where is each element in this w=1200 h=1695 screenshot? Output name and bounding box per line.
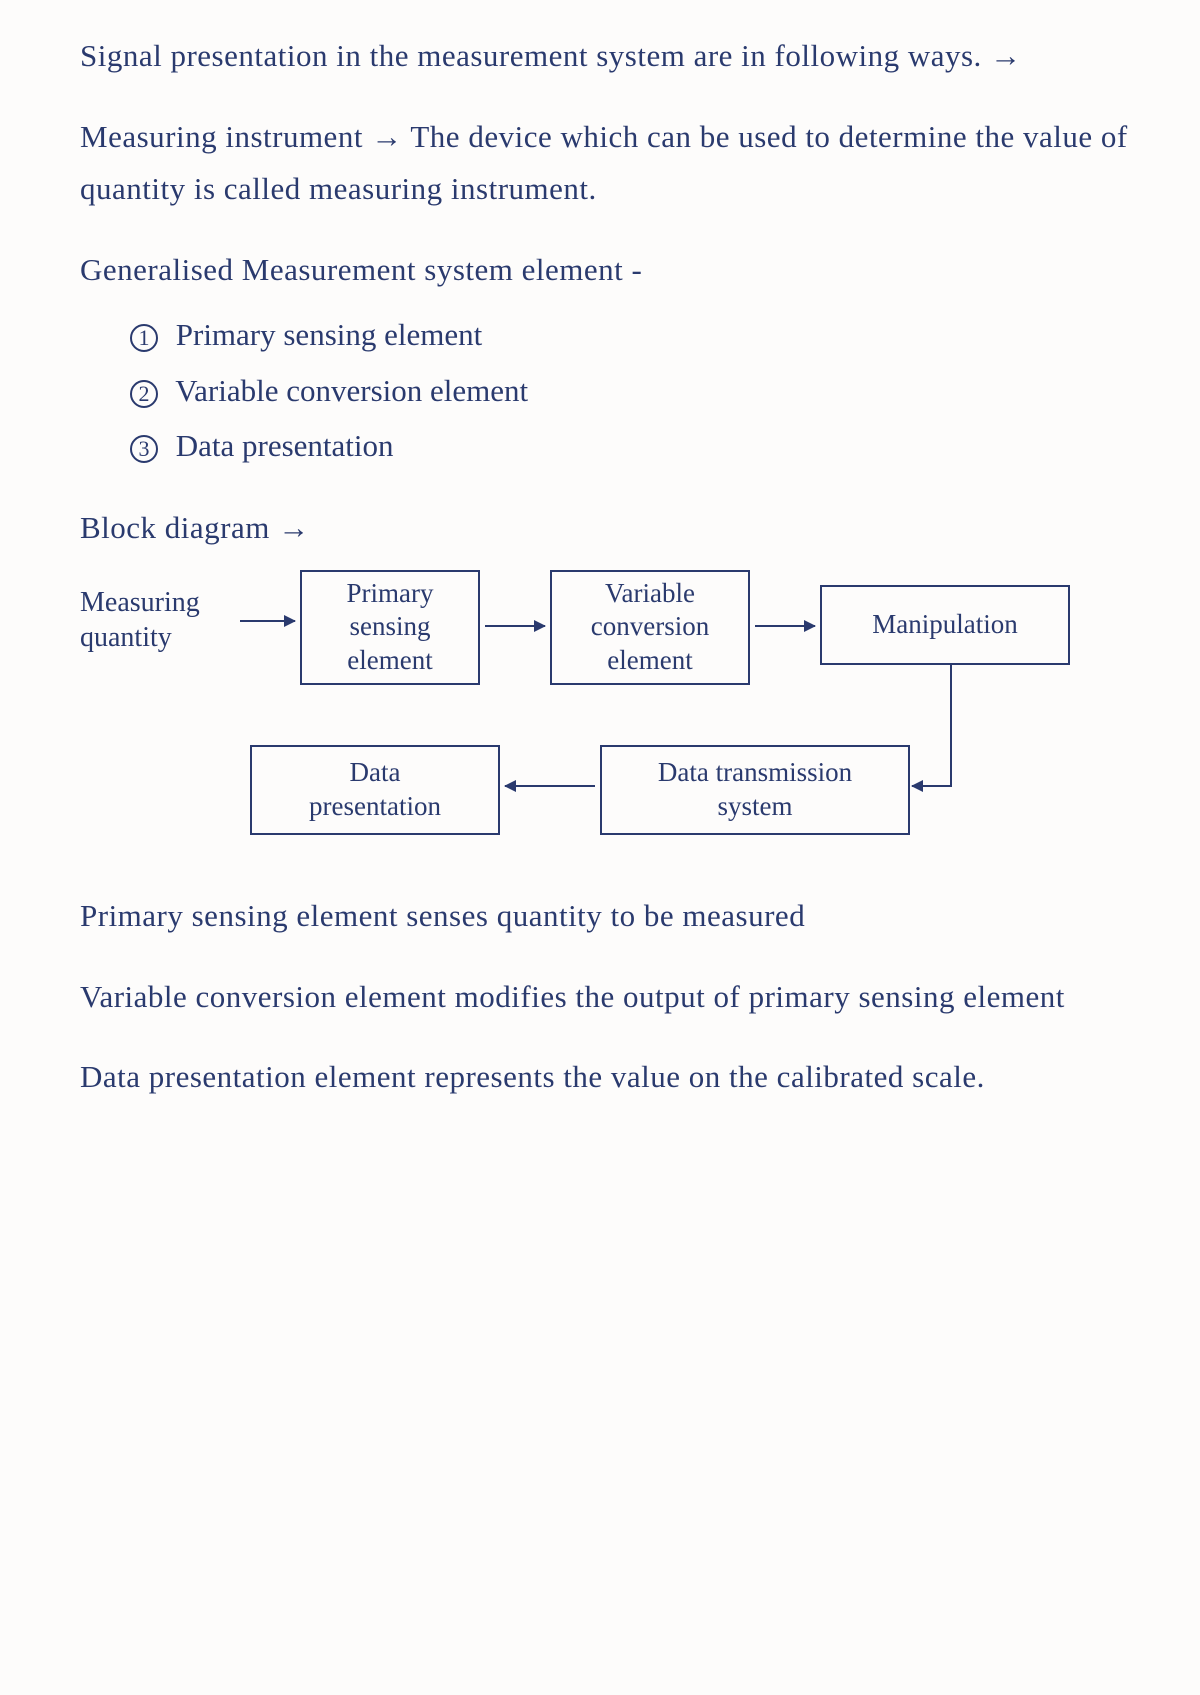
paragraph-signal-presentation: Signal presentation in the measurement s… [80,30,1140,83]
block-diagram: Measuringquantity Primarysensingelement … [80,570,1140,870]
arrow-man-dts-h [912,785,952,787]
list-item-3-label: Data presentation [176,428,394,463]
number-1-icon: 1 [130,324,158,352]
number-2-icon: 2 [130,380,158,408]
arrow-pse-vce [485,625,545,627]
arrow-in-pse [240,620,295,622]
arrow-dts-dp [505,785,595,787]
list-item-3: 3 Data presentation [130,418,1140,474]
paragraph-vce-desc: Variable conversion element modifies the… [80,971,1140,1024]
node-variable-conversion: Variableconversionelement [550,570,750,685]
heading-generalised-system: Generalised Measurement system element - [80,244,1140,297]
paragraph-measuring-instrument-def: Measuring instrument → The device which … [80,111,1140,216]
list-item-1: 1 Primary sensing element [130,307,1140,363]
paragraph-dp-desc: Data presentation element represents the… [80,1051,1140,1104]
node-data-presentation: Datapresentation [250,745,500,835]
heading-block-diagram: Block diagram → [80,502,1140,555]
list-item-2: 2 Variable conversion element [130,363,1140,419]
list-item-2-label: Variable conversion element [175,373,528,408]
paragraph-pse-desc: Primary sensing element senses quantity … [80,890,1140,943]
list-item-1-label: Primary sensing element [176,317,483,352]
node-input-label: Measuringquantity [80,585,260,655]
node-primary-sensing: Primarysensingelement [300,570,480,685]
arrow-man-dts-v [950,665,952,785]
number-3-icon: 3 [130,435,158,463]
node-manipulation: Manipulation [820,585,1070,665]
arrow-vce-man [755,625,815,627]
node-data-transmission: Data transmissionsystem [600,745,910,835]
